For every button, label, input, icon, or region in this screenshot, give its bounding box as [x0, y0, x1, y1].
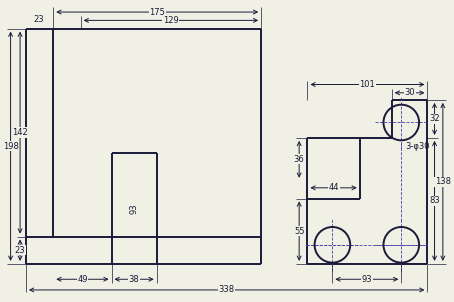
- Text: 83: 83: [429, 196, 440, 205]
- Text: 38: 38: [129, 275, 139, 284]
- Text: 93: 93: [129, 203, 138, 214]
- Text: 44: 44: [328, 183, 339, 192]
- Text: 129: 129: [163, 16, 179, 25]
- Text: 3-φ30: 3-φ30: [405, 142, 429, 151]
- Text: 23: 23: [15, 246, 25, 255]
- Text: 142: 142: [12, 128, 28, 137]
- Text: 138: 138: [435, 177, 451, 186]
- Text: 175: 175: [149, 8, 165, 17]
- Text: 30: 30: [404, 88, 415, 97]
- Text: 23: 23: [33, 15, 44, 24]
- Text: 198: 198: [3, 142, 19, 151]
- Text: 101: 101: [360, 80, 375, 89]
- Text: 338: 338: [219, 285, 235, 294]
- Text: 93: 93: [361, 275, 372, 284]
- Text: 55: 55: [294, 227, 304, 236]
- Text: 36: 36: [294, 155, 305, 164]
- Text: 32: 32: [429, 114, 440, 124]
- Text: 49: 49: [77, 275, 88, 284]
